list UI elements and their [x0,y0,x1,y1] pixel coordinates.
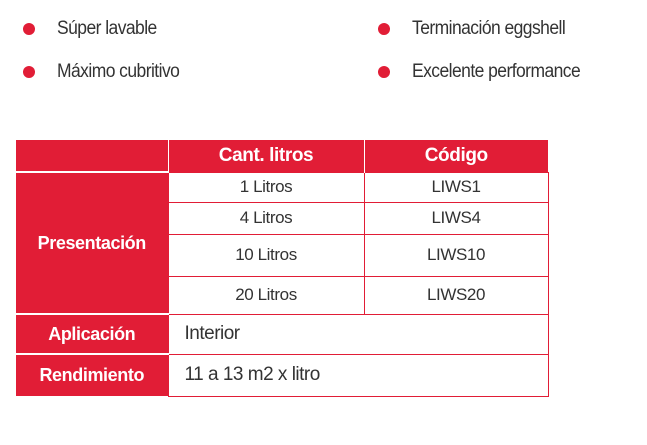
feature-item-excelente-performance: Excelente performance [378,57,595,87]
feature-item-terminacion-eggshell: Terminación eggshell [378,14,579,44]
liters-cell: 4 Litros [167,201,365,235]
header-code: Código [363,140,548,172]
table-row: 4 Litros LIWS4 [16,201,549,235]
product-spec-table: Cant. litros Código Presentación 1 Litro… [16,140,549,397]
table-row: 20 Litros LIWS20 [16,275,549,315]
code-cell: LIWS1 [363,171,549,203]
bullet-dot-icon [23,23,35,35]
feature-label: Terminación eggshell [412,18,566,39]
code-cell: LIWS4 [363,201,549,235]
feature-label: Excelente performance [412,61,581,82]
yield-label: Rendimiento [16,353,168,396]
feature-item-super-lavable: Súper lavable [23,14,165,44]
liters-cell: 20 Litros [167,275,365,315]
feature-label: Máximo cubritivo [57,61,180,82]
bullet-dot-icon [378,23,390,35]
code-cell: LIWS20 [363,275,549,315]
bullet-dot-icon [23,66,35,78]
presentation-label: Presentación [16,171,168,314]
liters-cell: 10 Litros [167,233,365,277]
header-liters: Cant. litros [167,140,364,172]
bullet-dot-icon [378,66,390,78]
code-cell: LIWS10 [363,233,549,277]
yield-row: Rendimiento 11 a 13 m2 x litro [16,353,549,397]
application-value: Interior [167,313,549,355]
application-label: Aplicación [16,313,168,354]
yield-value: 11 a 13 m2 x litro [167,353,549,397]
table-row: Presentación 1 Litros LIWS1 [16,171,549,314]
table-header-row: Cant. litros Código [16,140,548,172]
application-row: Aplicación Interior [16,313,549,355]
liters-cell: 1 Litros [167,171,365,203]
feature-item-maximo-cubritivo: Máximo cubritivo [23,57,190,87]
feature-label: Súper lavable [57,18,157,39]
header-corner [16,140,168,172]
